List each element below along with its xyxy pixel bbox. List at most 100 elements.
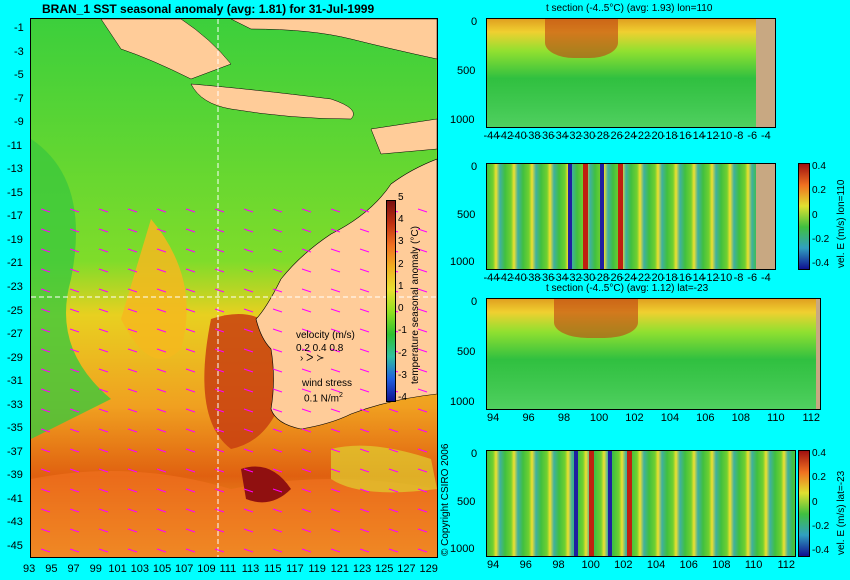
wind-vector	[243, 488, 254, 493]
wind-vector	[127, 448, 138, 453]
x-tick-label: 112	[777, 559, 796, 571]
wind-vector	[98, 248, 109, 253]
land-sumatra	[100, 19, 232, 80]
wind-vector	[185, 208, 196, 213]
wind-vector	[272, 548, 283, 553]
wind-vector	[127, 308, 138, 313]
wind-vector	[301, 368, 312, 373]
lat-tick-label: -1	[14, 22, 24, 34]
colorbar-tick-label: -4	[398, 392, 407, 403]
wind-vector	[330, 448, 341, 453]
wind-vector	[243, 208, 254, 213]
colorbar-tick-label: 0.2	[812, 185, 826, 197]
wind-vector	[243, 388, 254, 393]
wind-vector	[359, 548, 370, 553]
wind-vector	[40, 388, 51, 393]
wind-vector	[40, 508, 51, 513]
wind-vector	[243, 268, 254, 273]
wind-vector	[40, 428, 51, 433]
colorbar-tick-label: -0.2	[812, 233, 830, 245]
wind-vector	[69, 548, 80, 553]
x-tick-label: -36	[538, 272, 555, 284]
wind-vector	[330, 408, 341, 413]
velocity-stripe	[600, 164, 605, 269]
x-tick-label: -38	[524, 130, 541, 142]
wind-vector	[127, 408, 138, 413]
wind-vector	[301, 268, 312, 273]
lat-tick-label: -7	[14, 92, 24, 105]
wind-vector	[156, 348, 167, 353]
wind-vector	[156, 528, 167, 533]
x-tick-label: -14	[689, 130, 705, 142]
lon-tick-label: 99	[89, 563, 102, 575]
wind-vector	[243, 428, 254, 433]
section-plot	[486, 163, 776, 270]
x-tick-label: -18	[661, 130, 678, 142]
lat-tick-label: -27	[7, 328, 23, 341]
wind-vector	[301, 328, 312, 333]
wind-vector	[98, 388, 109, 393]
wind-vector	[127, 428, 138, 433]
lon-tick-label: 117	[286, 563, 304, 575]
wind-vector	[185, 348, 196, 353]
wind-vector	[69, 208, 80, 213]
x-tick-label: -36	[538, 130, 555, 142]
wind-vector	[388, 408, 399, 413]
x-tick-label: -8	[733, 272, 744, 284]
wind-vector	[330, 388, 341, 393]
wind-vector	[40, 288, 51, 293]
wind-vector	[69, 388, 80, 393]
wind-vector	[272, 528, 283, 533]
wind-vector	[359, 228, 370, 233]
lat-tick-label: -15	[7, 186, 23, 199]
wind-vector	[214, 428, 225, 433]
x-tick-label: -40	[510, 272, 527, 284]
wind-vector	[272, 488, 283, 493]
x-tick-label: -24	[620, 130, 637, 142]
wind-vector	[69, 228, 80, 233]
velocity-label: velocity (m/s)	[296, 330, 355, 341]
wind-vector	[69, 308, 80, 313]
wind-vector	[243, 468, 254, 473]
wind-vector	[417, 408, 428, 413]
x-tick-label: 102	[614, 559, 633, 571]
section-land	[815, 299, 820, 409]
y-tick-label: 500	[457, 208, 476, 221]
wind-vector	[359, 448, 370, 453]
wind-vector	[272, 268, 283, 273]
wind-vector	[243, 408, 254, 413]
wind-vector	[330, 328, 341, 333]
x-tick-label: -14	[689, 272, 705, 284]
wind-vector	[98, 408, 109, 413]
colorbar-tick-label: 0	[812, 496, 818, 508]
wind-vector	[301, 508, 312, 513]
wind-vector	[243, 368, 254, 373]
wind-vector	[69, 528, 80, 533]
wind-vector	[272, 308, 283, 313]
lon-tick-label: 109	[197, 563, 216, 575]
wind-vector	[69, 488, 80, 493]
lat-tick-label: -35	[7, 422, 23, 435]
warm-eddy-field	[121, 219, 187, 359]
x-tick-label: -30	[579, 272, 596, 284]
wind-vector	[214, 288, 225, 293]
wind-vector	[359, 208, 370, 213]
x-tick-label: 98	[552, 559, 565, 571]
wind-vector	[40, 468, 51, 473]
wind-vector	[417, 228, 428, 233]
wind-vector	[417, 288, 428, 293]
wind-vector	[243, 248, 254, 253]
wind-vector	[359, 528, 370, 533]
wind-vector	[243, 328, 254, 333]
lat-tick-label: -19	[7, 233, 23, 246]
wind-vector	[417, 348, 428, 353]
wind-vector	[330, 208, 341, 213]
x-tick-label: -4	[761, 272, 771, 284]
y-tick-label: 0	[471, 448, 478, 460]
wind-vector	[127, 468, 138, 473]
wind-vector	[156, 308, 167, 313]
wind-vector	[417, 508, 428, 513]
y-tick-label: 500	[457, 65, 476, 77]
lon-tick-label: 115	[263, 563, 282, 575]
wind-vector	[127, 268, 138, 273]
